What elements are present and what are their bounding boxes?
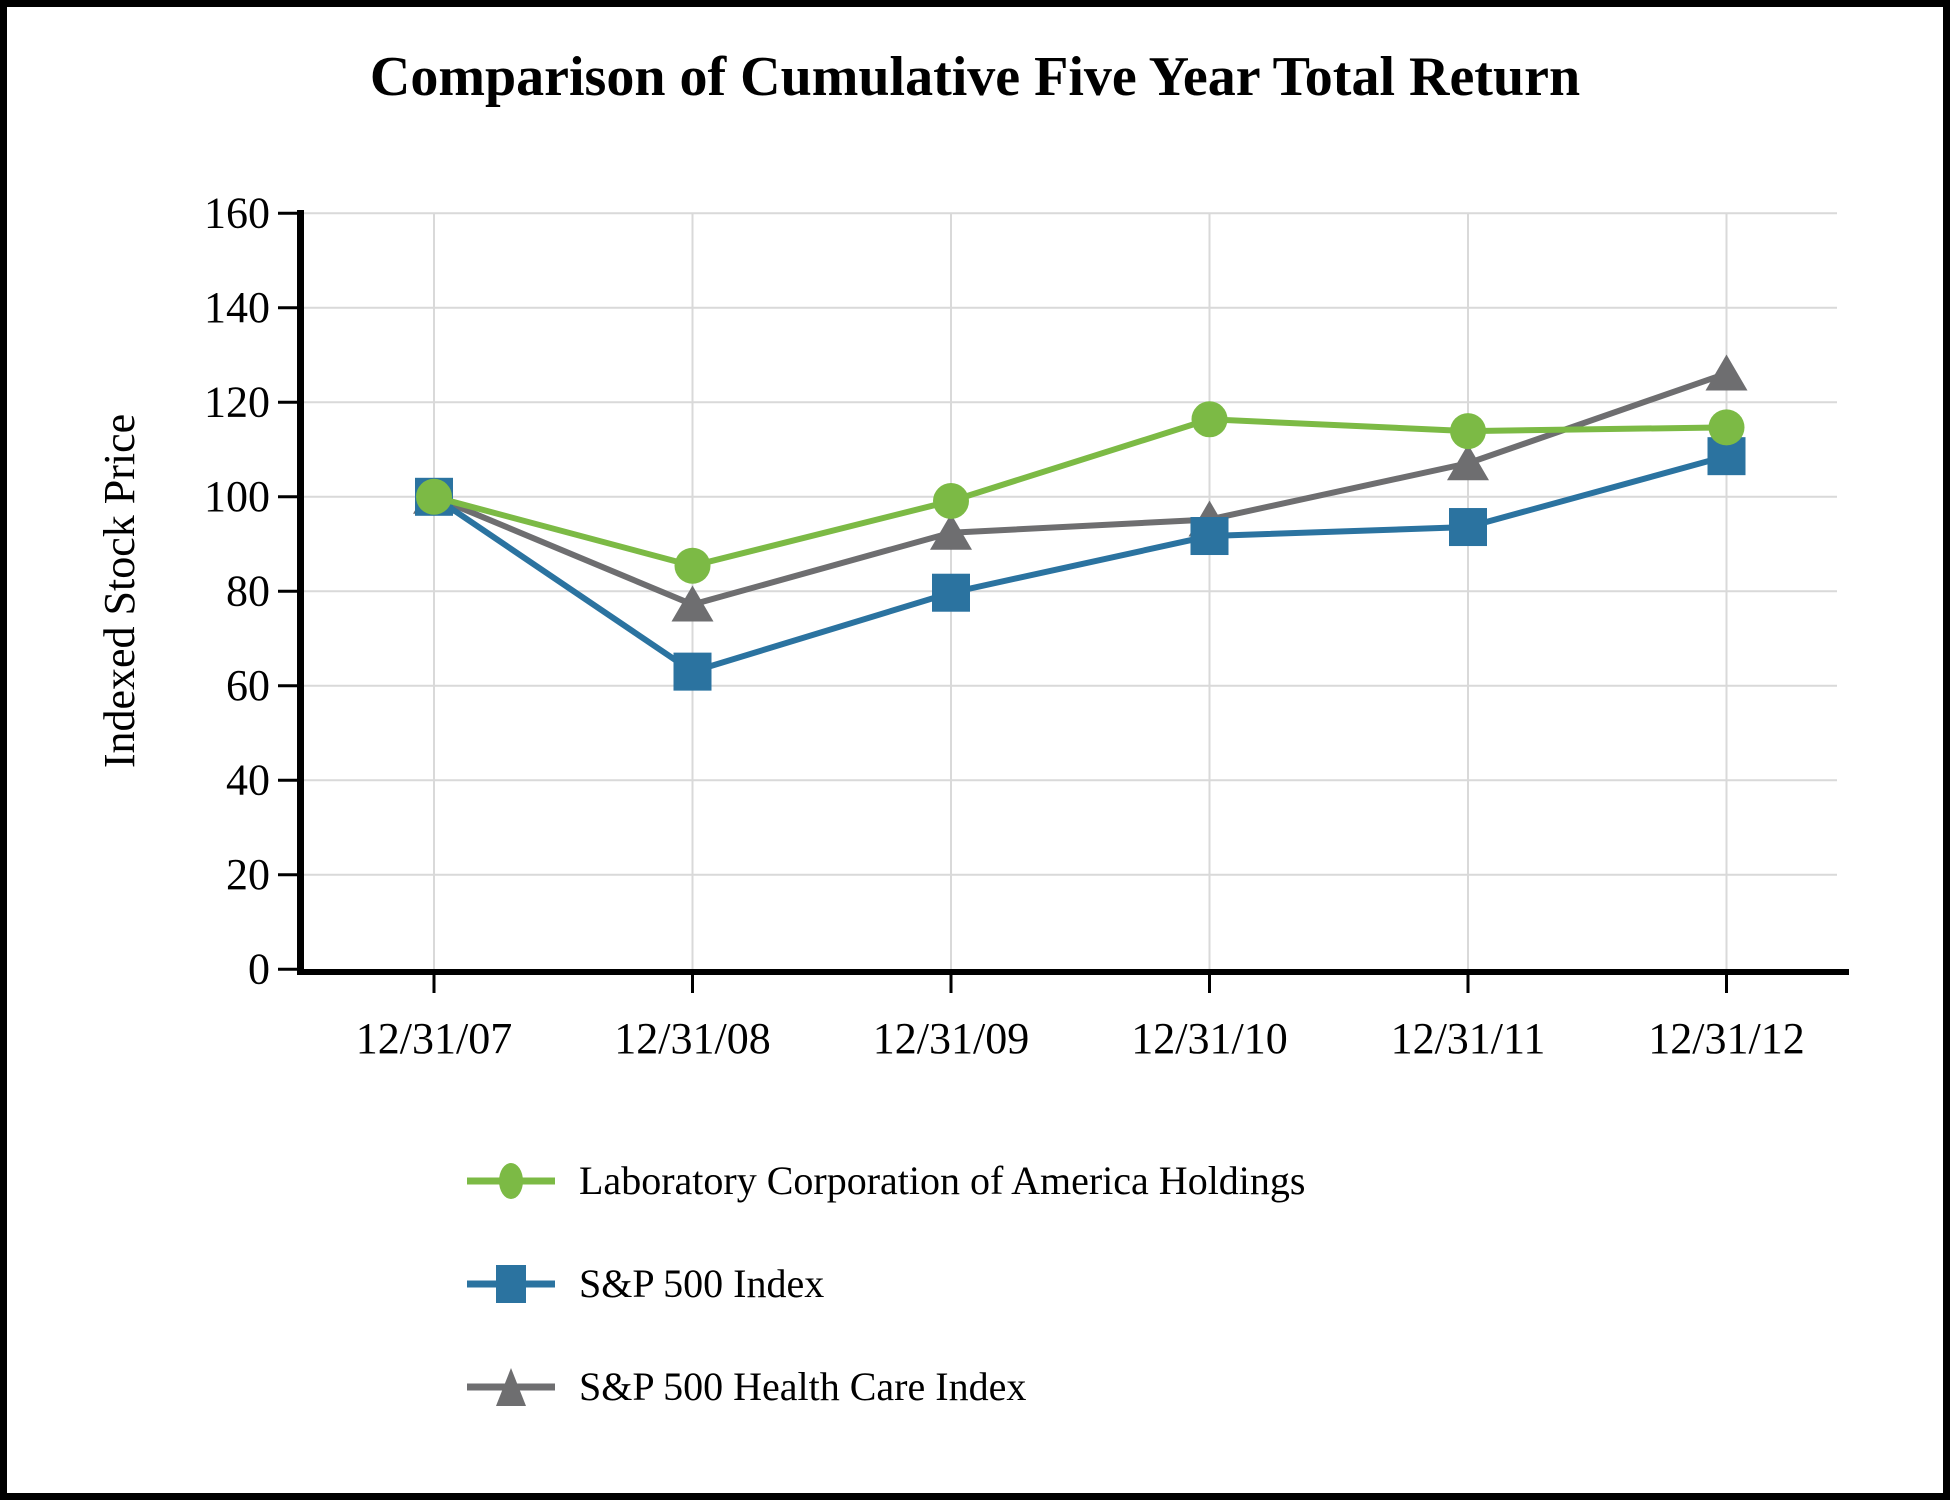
x-axis-tick-label: 12/31/09 <box>873 1014 1029 1063</box>
series-1-point-4 <box>1449 508 1487 547</box>
y-axis-tick-label: 20 <box>226 850 270 899</box>
series-0-point-0 <box>416 478 452 515</box>
series-0-point-3 <box>1191 401 1228 438</box>
x-axis-tick-label: 12/31/10 <box>1131 1014 1287 1063</box>
series-2-point-2 <box>930 513 972 550</box>
y-axis-tick-label: 100 <box>204 472 270 521</box>
line-chart-canvas: 0 20 40 60 80 100 120 140 160 12/31/07 12/31/08 12/… <box>95 188 1849 1063</box>
series-0-line <box>433 416 1727 569</box>
y-axis-tick-label: 80 <box>226 566 270 615</box>
legend-marker-sample <box>496 1264 526 1303</box>
series-2-line <box>432 370 1728 608</box>
x-axis-tick-label: 12/31/12 <box>1648 1014 1804 1063</box>
series-2-point-1 <box>671 585 714 622</box>
series-1-line <box>432 453 1728 675</box>
y-axis-tick-label: 60 <box>226 661 270 710</box>
y-axis-tick-label: 160 <box>204 188 270 237</box>
legend-label: S&P 500 Health Care Index <box>579 1364 1027 1409</box>
series-0-point-4 <box>1450 413 1486 450</box>
legend-item-series-2: S&P 500 Health Care Index <box>467 1335 1305 1438</box>
series-1-point-1 <box>673 652 712 691</box>
series-0-point-2 <box>933 483 969 520</box>
x-axis-tick-label: 12/31/08 <box>614 1014 770 1063</box>
chart-title: Comparison of Cumulative Five Year Total… <box>369 46 1581 108</box>
legend-item-series-1: S&P 500 Index <box>467 1232 1305 1335</box>
legend-label: S&P 500 Index <box>579 1261 825 1306</box>
legend-item-series-0: Laboratory Corporation of America Holdin… <box>467 1129 1305 1232</box>
x-axis-tick-label: 12/31/07 <box>356 1014 512 1063</box>
legend-marker-sample <box>496 1367 526 1406</box>
series-2-point-4 <box>1447 444 1489 481</box>
y-axis-title: Indexed Stock Price <box>95 414 144 768</box>
series-0-point-5 <box>1708 409 1745 446</box>
series-2-point-5 <box>1705 354 1748 391</box>
x-axis-tick-label: 12/31/11 <box>1391 1014 1546 1063</box>
legend-label: Laboratory Corporation of America Holdin… <box>579 1158 1306 1203</box>
y-axis-tick-label: 140 <box>204 283 270 332</box>
square-legend-marker-icon <box>467 1264 555 1303</box>
series-1-point-3 <box>1190 517 1229 556</box>
circle-legend-marker-icon <box>467 1162 555 1199</box>
y-axis-line <box>297 210 304 975</box>
legend-marker-sample <box>499 1162 523 1199</box>
triangle-legend-marker-icon <box>467 1367 555 1406</box>
chart-legend: Laboratory Corporation of America Holdin… <box>467 1129 1305 1438</box>
y-axis-tick-label: 120 <box>204 377 270 426</box>
series-0-point-1 <box>674 547 711 584</box>
y-axis-tick-label: 0 <box>248 944 270 993</box>
y-axis-tick-label: 40 <box>226 755 270 804</box>
series-1-point-2 <box>932 573 970 612</box>
x-axis-line <box>297 969 1849 975</box>
